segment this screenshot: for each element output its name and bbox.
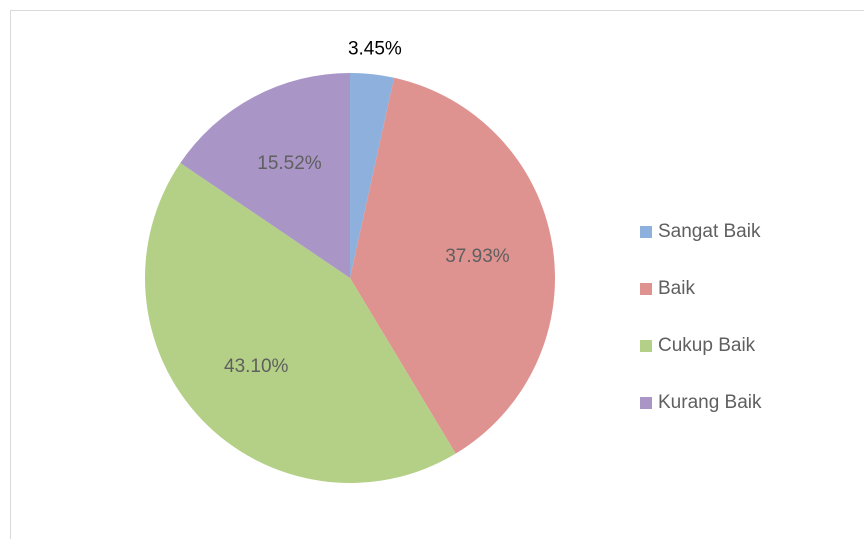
- legend-swatch: [640, 226, 652, 238]
- data-label: 37.93%: [445, 246, 510, 267]
- legend-label: Kurang Baik: [658, 392, 762, 413]
- data-label: 43.10%: [224, 356, 289, 377]
- legend-label: Baik: [658, 278, 695, 299]
- legend-label: Cukup Baik: [658, 335, 756, 356]
- pie-slice: [350, 77, 556, 454]
- data-label: 3.45%: [348, 38, 402, 59]
- data-label: 15.52%: [257, 153, 322, 174]
- pie-slice: [144, 162, 456, 484]
- legend-swatch: [640, 283, 652, 295]
- legend-swatch: [640, 397, 652, 409]
- pie-slice: [180, 73, 350, 278]
- legend-swatch: [640, 340, 652, 352]
- legend-label: Sangat Baik: [658, 221, 761, 242]
- pie-slice: [350, 73, 395, 278]
